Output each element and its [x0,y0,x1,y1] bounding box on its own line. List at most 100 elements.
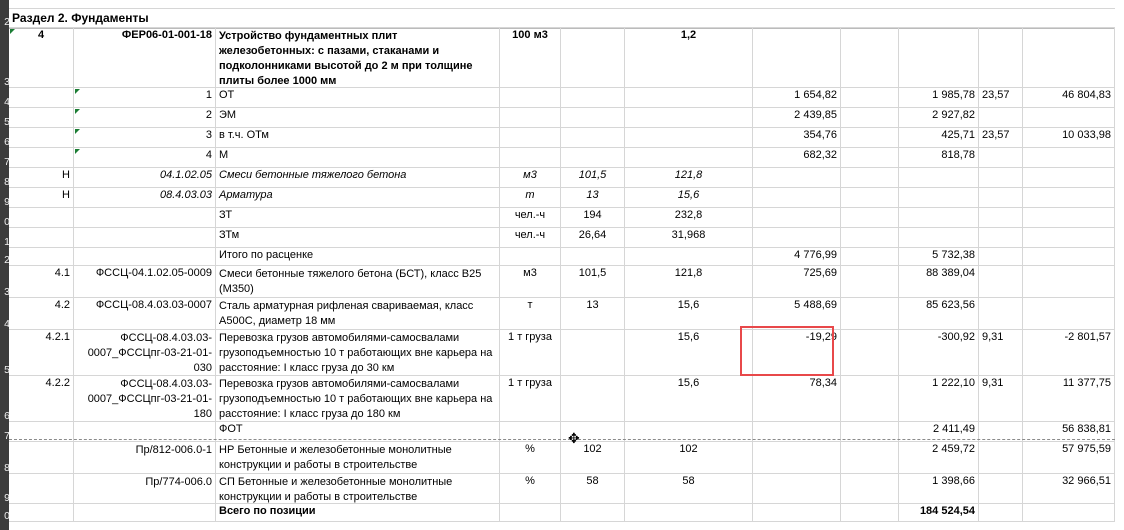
table-cell[interactable]: 354,76 [753,128,841,148]
table-cell[interactable]: 101,5 [561,266,625,298]
table-cell[interactable] [841,108,899,128]
table-cell[interactable]: 4.2.2 [9,376,74,422]
table-cell[interactable]: 78,34 [753,376,841,422]
table-cell[interactable]: 1 222,10 [899,376,979,422]
table-cell[interactable] [841,88,899,108]
table-cell[interactable]: ФССЦ-08.4.03.03-0007_ФССЦпг-03-21-01-180 [74,376,216,422]
table-cell[interactable]: 9,31 [979,330,1023,376]
table-cell[interactable] [979,208,1023,228]
table-cell[interactable] [1023,188,1115,208]
table-cell[interactable] [899,188,979,208]
table-cell[interactable]: Пр/812-006.0-1 [74,442,216,474]
table-cell[interactable] [74,228,216,248]
row-header[interactable]: 1 [0,228,9,248]
table-cell[interactable] [625,148,753,168]
table-cell[interactable]: ФССЦ-08.4.03.03-0007_ФССЦпг-03-21-01-030 [74,330,216,376]
table-cell[interactable] [9,474,74,504]
table-cell[interactable]: 4 [9,28,74,88]
table-cell[interactable]: т [500,188,561,208]
table-cell[interactable] [1023,266,1115,298]
table-cell[interactable]: 23,57 [979,128,1023,148]
table-cell[interactable]: 3 [74,128,216,148]
table-cell[interactable]: 2 411,49 [899,422,979,442]
table-cell[interactable]: 13 [561,298,625,330]
table-cell[interactable]: ФССЦ-04.1.02.05-0009 [74,266,216,298]
table-cell[interactable]: чел.-ч [500,228,561,248]
table-cell[interactable]: Итого по расценке [216,248,500,266]
table-cell[interactable]: 2 [74,108,216,128]
table-cell[interactable]: 9,31 [979,376,1023,422]
table-cell[interactable]: 4.1 [9,266,74,298]
table-cell[interactable] [753,442,841,474]
row-header[interactable]: 7 [0,148,9,168]
table-cell[interactable] [500,504,561,522]
table-cell[interactable]: 184 524,54 [899,504,979,522]
table-cell[interactable] [9,128,74,148]
table-cell[interactable] [561,28,625,88]
row-header[interactable]: 2 [0,8,9,28]
row-header[interactable]: 8 [0,442,9,474]
table-cell[interactable] [561,248,625,266]
row-header[interactable]: 0 [0,504,9,522]
table-cell[interactable] [1023,28,1115,88]
table-cell[interactable] [841,330,899,376]
table-cell[interactable] [979,266,1023,298]
table-cell[interactable] [753,228,841,248]
table-cell[interactable]: СП Бетонные и железобетонные монолитные … [216,474,500,504]
table-cell[interactable] [625,504,753,522]
table-cell[interactable]: -300,92 [899,330,979,376]
table-cell[interactable]: м3 [500,168,561,188]
table-cell[interactable] [500,128,561,148]
table-cell[interactable] [1023,148,1115,168]
table-cell[interactable]: 08.4.03.03 [74,188,216,208]
table-cell[interactable] [841,504,899,522]
table-cell[interactable] [841,422,899,442]
table-cell[interactable]: Перевозка грузов автомобилями-самосвалам… [216,330,500,376]
table-cell[interactable]: Н [9,168,74,188]
row-header[interactable]: 7 [0,422,9,442]
table-cell[interactable] [979,108,1023,128]
table-cell[interactable]: 1 т груза [500,376,561,422]
table-cell[interactable]: Пр/774-006.0 [74,474,216,504]
table-cell[interactable] [841,28,899,88]
table-cell[interactable]: 4.2 [9,298,74,330]
table-cell[interactable]: ОТ [216,88,500,108]
table-cell[interactable] [1023,108,1115,128]
table-cell[interactable] [753,422,841,442]
table-cell[interactable]: 23,57 [979,88,1023,108]
table-cell[interactable] [899,228,979,248]
table-cell[interactable] [753,504,841,522]
row-header[interactable]: 3 [0,266,9,298]
row-header[interactable]: 9 [0,188,9,208]
table-cell[interactable]: 4.2.1 [9,330,74,376]
table-cell[interactable] [1023,168,1115,188]
table-cell[interactable] [500,248,561,266]
table-cell[interactable] [1023,504,1115,522]
table-cell[interactable] [753,474,841,504]
table-cell[interactable] [74,208,216,228]
table-cell[interactable]: Всего по позиции [216,504,500,522]
table-cell[interactable]: 1 [74,88,216,108]
table-cell[interactable]: в т.ч. ОТм [216,128,500,148]
table-cell[interactable] [841,188,899,208]
table-cell[interactable] [625,422,753,442]
table-cell[interactable]: т [500,298,561,330]
table-cell[interactable]: % [500,474,561,504]
table-cell[interactable] [1023,208,1115,228]
table-cell[interactable] [979,248,1023,266]
table-cell[interactable]: 10 033,98 [1023,128,1115,148]
table-cell[interactable]: НР Бетонные и железобетонные монолитные … [216,442,500,474]
table-cell[interactable] [1023,298,1115,330]
table-cell[interactable] [9,422,74,442]
row-header[interactable]: 2 [0,248,9,266]
table-cell[interactable] [899,168,979,188]
table-cell[interactable] [841,442,899,474]
table-cell[interactable] [841,208,899,228]
table-cell[interactable]: 5 488,69 [753,298,841,330]
table-cell[interactable] [979,28,1023,88]
table-cell[interactable] [625,128,753,148]
table-cell[interactable] [841,474,899,504]
table-cell[interactable]: 31,968 [625,228,753,248]
table-cell[interactable] [841,266,899,298]
table-cell[interactable] [9,108,74,128]
